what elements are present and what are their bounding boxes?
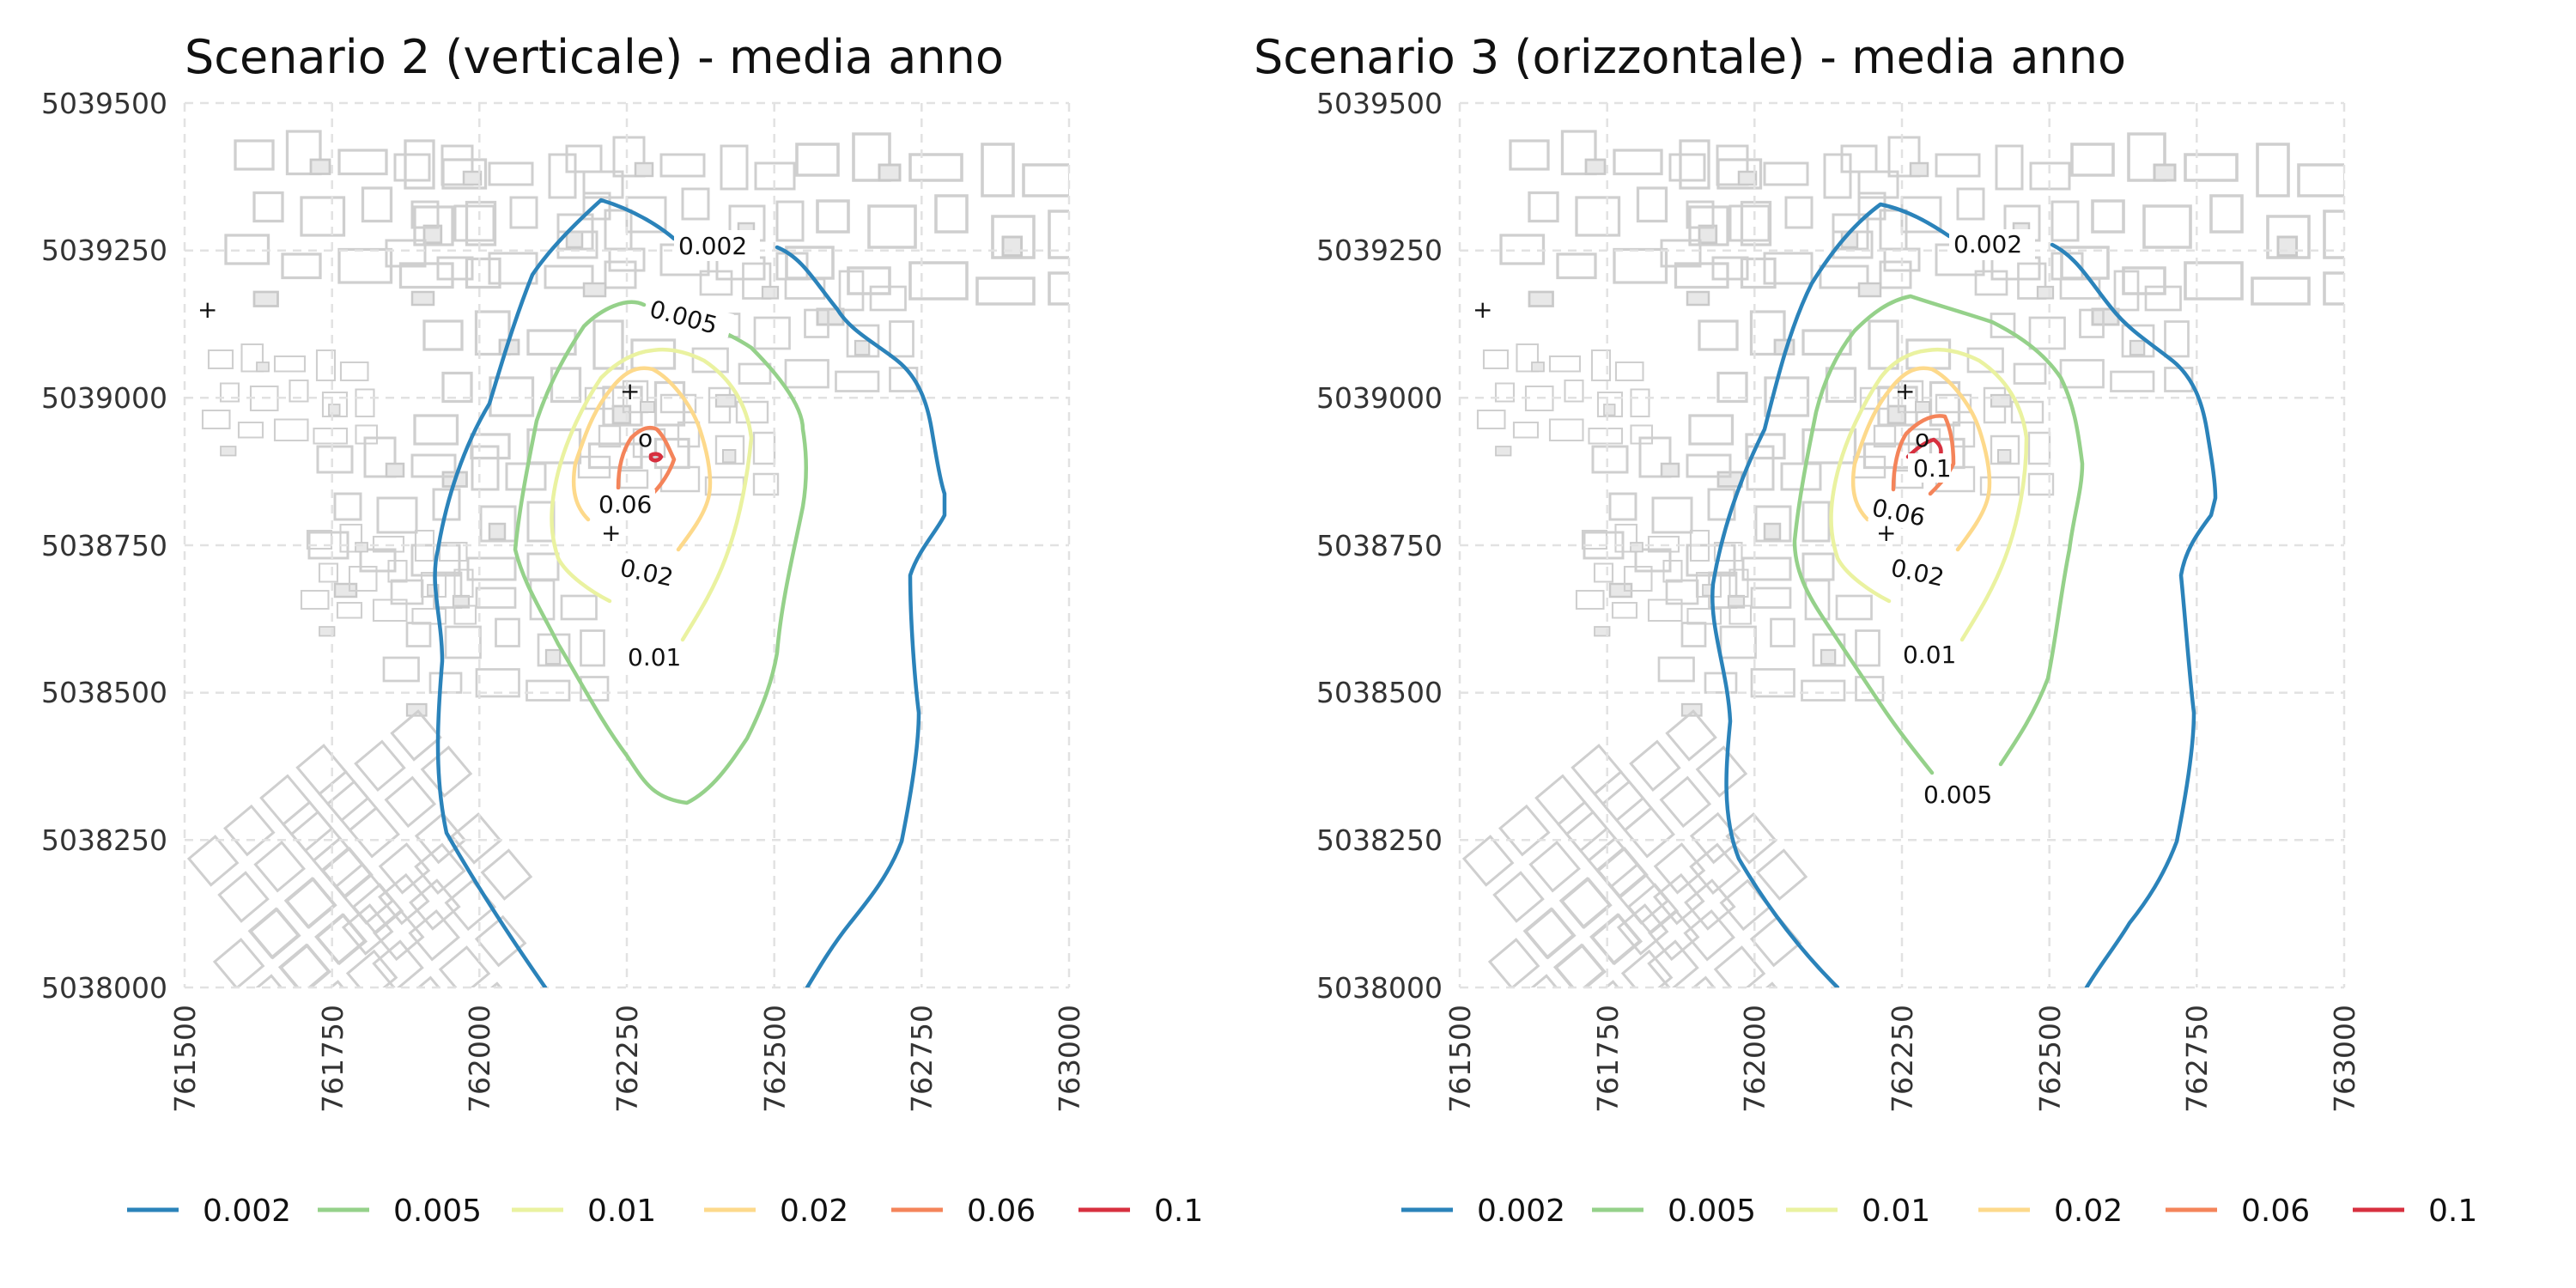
y-tick: 5038500 — [1316, 676, 1443, 709]
contour-labels: 0.002 0.1 0.06 0.02 0.01 0.005 — [1868, 229, 2035, 809]
x-tick: 762250 — [611, 1005, 644, 1113]
y-tick: 5039250 — [1316, 234, 1443, 267]
y-axis-ticks: 5038000 5038250 5038500 5038750 5039000 … — [41, 87, 167, 1005]
x-tick: 763000 — [2328, 1005, 2361, 1113]
contour-label-0.01: 0.01 — [628, 643, 681, 671]
basemap-buildings — [1462, 130, 2344, 987]
y-tick: 5039250 — [41, 234, 167, 267]
x-tick: 762500 — [2033, 1005, 2067, 1113]
y-tick: 5038750 — [1316, 529, 1443, 562]
legend-label: 0.002 — [1477, 1194, 1565, 1229]
y-tick: 5039500 — [1316, 87, 1443, 120]
receptor-marker: + — [1895, 377, 1915, 405]
contour-0.002 — [1710, 202, 2218, 987]
legend-item-0.1: 0.1 — [1078, 1194, 1203, 1229]
x-tick: 762000 — [1738, 1005, 1771, 1113]
x-tick: 762000 — [463, 1005, 496, 1113]
contour-label-0.005: 0.005 — [1923, 781, 1992, 809]
x-tick: 761750 — [316, 1005, 349, 1113]
legend-item-0.01: 0.01 — [512, 1194, 656, 1229]
contour-label-0.02: 0.02 — [1888, 553, 1947, 592]
contours — [1710, 202, 2218, 987]
x-axis-ticks: 761500 761750 762000 762250 762500 76275… — [168, 1005, 1086, 1113]
contour-0.02 — [1850, 366, 1992, 552]
y-tick: 5038500 — [41, 676, 167, 709]
grid-lines — [183, 101, 1071, 989]
contour-0.1 — [648, 452, 664, 463]
contour-label-0.002: 0.002 — [678, 232, 747, 260]
x-tick: 761500 — [1443, 1005, 1477, 1113]
grid-lines — [1458, 101, 2346, 989]
panel-title: Scenario 3 (orizzontale) - media anno — [1254, 30, 2126, 84]
legend-item-0.005: 0.005 — [1592, 1194, 1756, 1229]
y-tick: 5038250 — [1316, 823, 1443, 857]
source-marker: o — [638, 424, 653, 453]
y-tick: 5039000 — [1316, 381, 1443, 415]
contour-labels: 0.002 0.005 0.06 0.02 0.01 — [595, 230, 760, 671]
x-tick: 762750 — [2180, 1005, 2214, 1113]
legend-item-0.01: 0.01 — [1786, 1194, 1930, 1229]
contour-0.01 — [550, 347, 754, 642]
legend-item-0.02: 0.02 — [704, 1194, 848, 1229]
contours — [433, 197, 947, 987]
y-tick: 5039500 — [41, 87, 167, 120]
y-tick: 5038000 — [41, 971, 167, 1005]
y-tick: 5038750 — [41, 529, 167, 562]
legend-scenario-2: 0.002 0.005 0.01 0.02 0.06 0.1 — [127, 1194, 1203, 1229]
contour-0.002 — [433, 197, 947, 987]
receptor-marker: + — [1473, 295, 1492, 324]
receptor-marker: + — [197, 295, 217, 324]
legend-item-0.002: 0.002 — [1401, 1194, 1565, 1229]
legend-item-0.02: 0.02 — [1978, 1194, 2123, 1229]
source-marker: o — [1915, 424, 1929, 453]
y-tick: 5039000 — [41, 381, 167, 415]
panel-title: Scenario 2 (verticale) - media anno — [185, 30, 1004, 84]
legend-label: 0.01 — [1862, 1194, 1930, 1229]
point-markers: + + + o — [197, 295, 653, 547]
x-tick: 763000 — [1053, 1005, 1086, 1113]
legend-item-0.002: 0.002 — [127, 1194, 291, 1229]
contour-0.005 — [1792, 294, 2085, 775]
x-tick: 762500 — [758, 1005, 792, 1113]
legend-label: 0.01 — [587, 1194, 656, 1229]
y-axis-ticks: 5038000 5038250 5038500 5038750 5039000 … — [1316, 87, 1443, 1005]
legend-scenario-3: 0.002 0.005 0.01 0.02 0.06 0.1 — [1401, 1194, 2477, 1229]
contour-label-0.06: 0.06 — [598, 490, 652, 519]
basemap-buildings — [187, 130, 1069, 987]
x-tick: 762750 — [905, 1005, 939, 1113]
x-tick: 762250 — [1886, 1005, 1919, 1113]
contour-label-0.01: 0.01 — [1903, 641, 1956, 669]
legend-label: 0.002 — [203, 1194, 291, 1229]
legend-label: 0.02 — [780, 1194, 848, 1229]
legend-item-0.06: 0.06 — [2166, 1194, 2310, 1229]
receptor-marker: + — [620, 377, 640, 405]
legend-item-0.06: 0.06 — [891, 1194, 1036, 1229]
x-tick: 761500 — [168, 1005, 202, 1113]
contour-0.02 — [571, 366, 713, 552]
legend-label: 0.06 — [967, 1194, 1036, 1229]
contour-0.1 — [1905, 437, 1943, 459]
point-markers: + + + o — [1473, 295, 1929, 547]
receptor-marker: + — [601, 519, 621, 547]
receptor-marker: + — [1876, 519, 1896, 547]
x-axis-ticks: 761500 761750 762000 762250 762500 76275… — [1443, 1005, 2361, 1113]
legend-item-0.1: 0.1 — [2353, 1194, 2477, 1229]
y-tick: 5038000 — [1316, 971, 1443, 1005]
legend-label: 0.1 — [1154, 1194, 1203, 1229]
contour-label-0.002: 0.002 — [1953, 230, 2022, 258]
contour-label-0.1: 0.1 — [1913, 454, 1952, 483]
legend-label: 0.005 — [393, 1194, 482, 1229]
legend-item-0.005: 0.005 — [318, 1194, 482, 1229]
map-panel-scenario-3: Scenario 3 (orizzontale) - media anno — [1254, 30, 2361, 1113]
contour-0.01 — [1829, 347, 2029, 642]
legend-label: 0.1 — [2428, 1194, 2477, 1229]
legend-label: 0.06 — [2241, 1194, 2310, 1229]
legend-label: 0.02 — [2054, 1194, 2123, 1229]
legend-label: 0.005 — [1668, 1194, 1756, 1229]
x-tick: 761750 — [1591, 1005, 1625, 1113]
contour-0.005 — [513, 300, 808, 805]
map-panel-scenario-2: Scenario 2 (verticale) - media anno — [41, 30, 1086, 1113]
y-tick: 5038250 — [41, 823, 167, 857]
